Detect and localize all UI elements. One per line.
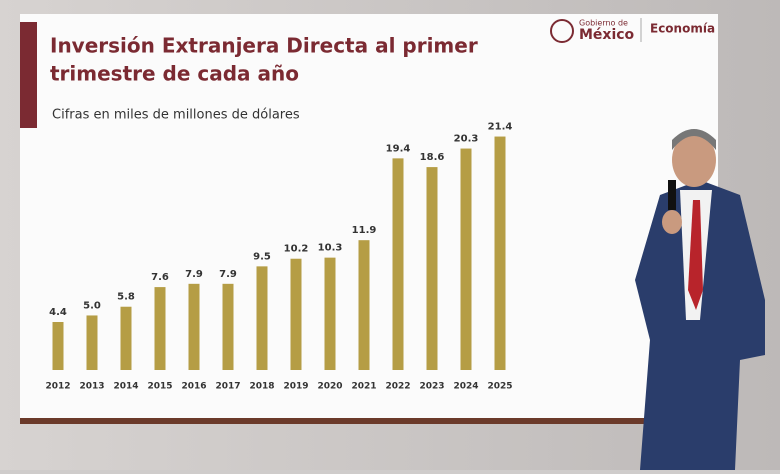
bar: [460, 148, 472, 370]
accent-bar: [20, 22, 37, 128]
x-tick-label: 2024: [453, 382, 478, 392]
chart-title: Inversión Extranjera Directa al primer: [50, 34, 478, 58]
chart-title: trimestre de cada año: [50, 62, 299, 86]
screen-frame: [20, 418, 720, 424]
bar: [392, 158, 404, 370]
x-tick-label: 2013: [79, 382, 104, 392]
bar: [426, 167, 438, 370]
bar: [52, 322, 64, 370]
speaker-tie: [688, 200, 703, 310]
bar: [120, 306, 132, 370]
x-tick-label: 2018: [249, 382, 274, 392]
bar: [188, 283, 200, 370]
bar: [358, 240, 370, 370]
bar: [154, 287, 166, 370]
bar: [86, 315, 98, 370]
value-label: 10.2: [284, 244, 309, 255]
bar: [324, 257, 336, 370]
value-label: 18.6: [420, 152, 445, 163]
seal: [550, 19, 574, 43]
x-tick-label: 2019: [283, 382, 308, 392]
value-label: 7.6: [151, 272, 169, 283]
government-label: Gobierno de: [579, 19, 628, 28]
value-label: 4.4: [49, 307, 67, 318]
speaker-hand: [662, 210, 682, 234]
speaker-suit: [635, 180, 765, 470]
value-label: 11.9: [352, 225, 377, 236]
ministry-label: Economía: [650, 22, 715, 36]
x-tick-label: 2025: [487, 382, 512, 392]
value-label: 10.3: [318, 243, 343, 254]
chart-subtitle: Cifras en miles de millones de dólares: [52, 108, 300, 123]
speaker: [635, 129, 765, 470]
value-label: 21.4: [488, 122, 513, 133]
x-tick-label: 2016: [181, 382, 206, 392]
value-label: 19.4: [386, 143, 411, 154]
value-label: 7.9: [185, 269, 203, 280]
bar: [494, 136, 506, 370]
x-tick-label: 2022: [385, 382, 410, 392]
value-label: 9.5: [253, 251, 271, 262]
x-tick-label: 2014: [113, 382, 138, 392]
value-label: 7.9: [219, 269, 237, 280]
x-tick-label: 2020: [317, 382, 342, 392]
bar: [222, 283, 234, 370]
bar: [256, 266, 268, 370]
value-label: 5.8: [117, 292, 135, 303]
x-tick-label: 2023: [419, 382, 444, 392]
speaker-head: [672, 133, 716, 187]
x-tick-label: 2015: [147, 382, 172, 392]
x-tick-label: 2012: [45, 382, 70, 392]
bar: [290, 258, 302, 370]
value-label: 20.3: [454, 134, 479, 145]
value-label: 5.0: [83, 300, 101, 311]
x-tick-label: 2017: [215, 382, 240, 392]
speaker-hair: [672, 129, 716, 150]
government-label: México: [579, 27, 635, 43]
x-tick-label: 2021: [351, 382, 376, 392]
microphone: [668, 180, 676, 210]
